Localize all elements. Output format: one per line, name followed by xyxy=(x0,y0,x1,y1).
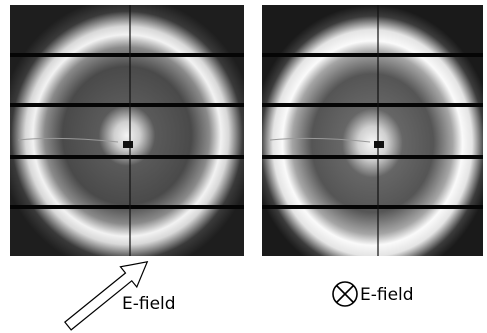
detector-gaps xyxy=(262,53,483,209)
field-label: E-field xyxy=(122,294,176,314)
diffraction-image xyxy=(262,5,483,256)
diffraction-image xyxy=(10,5,244,256)
beamstop-wire xyxy=(17,137,119,143)
detector-gaps xyxy=(10,53,244,209)
beamstop xyxy=(374,141,384,148)
beamstop xyxy=(123,141,133,148)
beamstop-wire xyxy=(269,137,371,143)
field-arrow xyxy=(64,261,149,331)
field-into-page-symbol xyxy=(332,281,358,307)
panel-left xyxy=(10,5,244,256)
panel-right xyxy=(262,5,483,256)
field-label: E-field xyxy=(360,285,414,305)
